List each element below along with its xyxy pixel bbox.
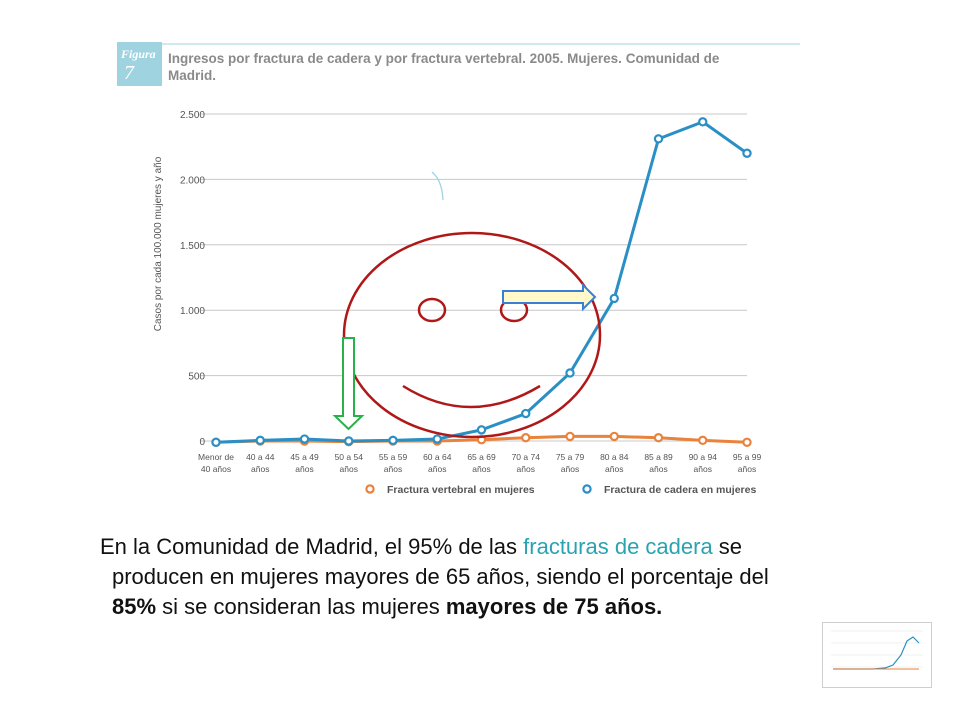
y-tick-label: 2.500 — [180, 110, 205, 121]
thumbnail-mini-chart — [831, 630, 923, 670]
figure-title-line2: Madrid. — [168, 68, 216, 83]
grid-lines — [200, 113, 747, 442]
x-tick-label: años — [605, 464, 623, 474]
caption-bold-85: 85% — [112, 594, 157, 619]
figure-badge — [117, 42, 162, 86]
x-tick-label: años — [649, 464, 667, 474]
hip-data-point — [521, 408, 531, 419]
hip-data-point — [565, 368, 575, 378]
chart-series — [211, 117, 752, 448]
x-tick-label: 65 a 69 — [467, 452, 496, 462]
hip-legend-marker — [582, 484, 592, 494]
vertebral-data-point — [521, 433, 531, 443]
x-tick-label: 75 a 79 — [556, 452, 585, 462]
caption-line1-start: En la Comunidad de Madrid, el 95% de las — [100, 534, 524, 559]
x-tick-label: 85 a 89 — [644, 452, 673, 462]
vertebral-data-point — [609, 431, 619, 442]
hip-data-point — [388, 435, 398, 446]
chart-legend: Fractura vertebral en mujeres Fractura de… — [365, 484, 756, 496]
x-tick-label: Menor de — [198, 452, 234, 462]
x-tick-label: 40 a 44 — [246, 452, 275, 462]
x-tick-label: años — [561, 464, 579, 474]
vertebral-data-point — [698, 435, 708, 446]
caption-line-2: producen en mujeres mayores de 65 años, … — [112, 564, 769, 589]
figure-header: Figura 7 Ingresos por fractura de cadera… — [117, 42, 800, 86]
x-tick-label: años — [472, 464, 490, 474]
hip-data-point — [432, 434, 442, 444]
x-tick-label: 70 a 74 — [512, 452, 541, 462]
smiley-mouth — [402, 384, 541, 409]
figure-badge-number: 7 — [124, 62, 135, 84]
x-tick-label: 60 a 64 — [423, 452, 452, 462]
caption-line3-middle: si se consideran las mujeres — [156, 594, 446, 619]
vertebral-data-point — [653, 433, 664, 443]
vertebral-data-point — [742, 437, 752, 448]
x-tick-label: 80 a 84 — [600, 452, 629, 462]
x-tick-label: 50 a 54 — [335, 452, 364, 462]
caption-highlight-hip-fractures: fracturas de cadera — [523, 534, 713, 559]
hip-data-point — [211, 437, 221, 448]
small-curve-mark — [431, 171, 444, 201]
x-tick-label: 55 a 59 — [379, 452, 408, 462]
caption-text: En la Comunidad de Madrid, el 95% de las… — [100, 532, 920, 622]
x-tick-labels: Menor de 40 años 40 a 44 años 45 a 49 años 50 … — [198, 452, 761, 474]
x-tick-label: 95 a 99 — [733, 452, 762, 462]
hip-fracture-line — [215, 120, 748, 444]
hip-data-point — [344, 436, 354, 446]
caption-line-1: En la Comunidad de Madrid, el 95% de las… — [100, 532, 920, 562]
y-tick-label: 500 — [188, 372, 205, 383]
x-tick-label: años — [738, 464, 756, 474]
caption-bold-over-75: mayores de 75 años. — [445, 594, 663, 619]
figure-title-line1: Ingresos por fractura de cadera y por fr… — [168, 51, 720, 66]
x-tick-label: años — [384, 464, 402, 474]
caption-line1-end: se — [712, 534, 743, 559]
y-tick-labels: 0 500 1.000 1.500 2.000 2.500 — [180, 110, 205, 448]
hip-data-point — [299, 434, 310, 444]
x-tick-label: 40 años — [201, 464, 231, 474]
x-tick-label: años — [295, 464, 313, 474]
hip-data-point — [255, 435, 265, 446]
right-arrow-shape — [502, 282, 597, 312]
hip-data-point — [742, 148, 752, 158]
y-tick-label: 1.000 — [180, 306, 205, 317]
x-tick-label: años — [694, 464, 712, 474]
line-chart: 0 500 1.000 1.500 2.000 2.500 Casos por cada … — [153, 110, 761, 496]
x-tick-label: años — [251, 464, 269, 474]
x-tick-label: años — [340, 464, 358, 474]
caption-line-3: 85% si se consideran las mujeres mayores… — [100, 592, 920, 622]
y-tick-label: 2.000 — [180, 175, 205, 186]
down-arrow-shape — [332, 337, 365, 431]
hip-data-point — [609, 293, 619, 304]
vertebral-legend-label: Fractura vertebral en mujeres — [387, 484, 535, 496]
x-tick-label: 90 a 94 — [689, 452, 718, 462]
hip-legend-label: Fractura de cadera en mujeres — [604, 484, 756, 496]
smiley-left-eye — [417, 297, 447, 323]
y-axis-label: Casos por cada 100.000 mujeres y año — [153, 156, 164, 331]
figure-badge-word: Figura — [120, 47, 156, 61]
x-tick-label: años — [428, 464, 446, 474]
hip-data-point — [653, 134, 664, 144]
y-tick-label: 1.500 — [180, 241, 205, 252]
hip-data-point — [698, 117, 708, 127]
y-tick-label: 0 — [199, 437, 205, 448]
annotations — [332, 171, 602, 439]
vertebral-legend-marker — [365, 484, 375, 494]
x-tick-label: años — [517, 464, 535, 474]
slide-thumbnail — [822, 622, 932, 688]
x-tick-label: 45 a 49 — [290, 452, 319, 462]
smiley-face-circle — [342, 231, 602, 439]
hip-data-point — [476, 425, 487, 435]
vertebral-data-point — [565, 431, 575, 442]
